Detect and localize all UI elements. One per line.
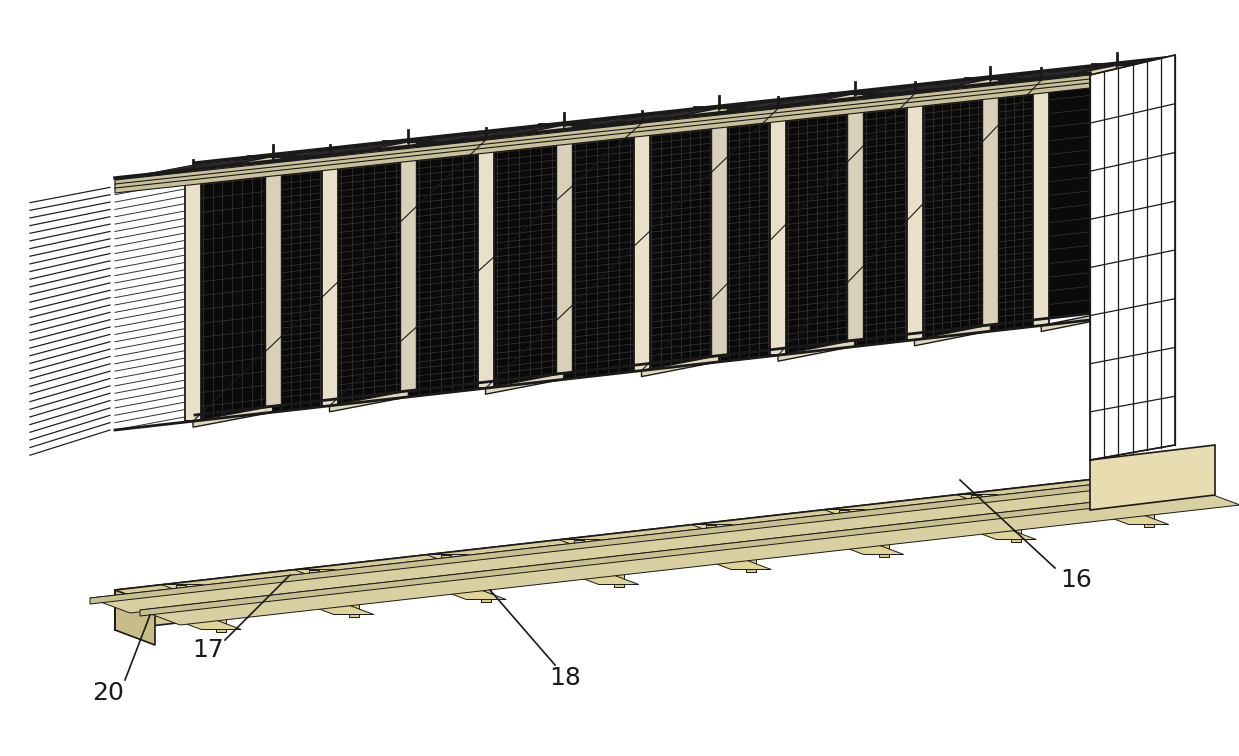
Polygon shape	[907, 94, 923, 339]
Polygon shape	[1104, 479, 1114, 512]
Polygon shape	[711, 108, 727, 355]
Polygon shape	[1090, 55, 1175, 460]
Polygon shape	[1033, 80, 1049, 326]
Polygon shape	[846, 94, 862, 340]
Polygon shape	[824, 540, 903, 554]
Polygon shape	[486, 123, 642, 388]
Polygon shape	[957, 494, 1036, 510]
Polygon shape	[330, 391, 409, 412]
Polygon shape	[778, 94, 855, 115]
Polygon shape	[746, 540, 756, 572]
Polygon shape	[486, 125, 564, 146]
Polygon shape	[441, 554, 451, 587]
Polygon shape	[90, 478, 1150, 604]
Polygon shape	[193, 157, 330, 421]
Polygon shape	[706, 525, 716, 556]
Text: 16: 16	[1061, 568, 1092, 592]
Polygon shape	[559, 540, 639, 554]
Polygon shape	[971, 494, 981, 526]
Polygon shape	[691, 554, 771, 569]
Polygon shape	[914, 79, 990, 100]
Polygon shape	[193, 406, 273, 427]
Polygon shape	[983, 79, 999, 325]
Polygon shape	[140, 490, 1239, 625]
Polygon shape	[309, 569, 318, 602]
Polygon shape	[990, 65, 1116, 325]
Polygon shape	[161, 584, 242, 600]
Polygon shape	[1089, 510, 1168, 525]
Polygon shape	[115, 83, 1090, 193]
Polygon shape	[1109, 65, 1125, 311]
Polygon shape	[1090, 445, 1215, 510]
Polygon shape	[957, 525, 1036, 540]
Polygon shape	[633, 123, 649, 370]
Polygon shape	[115, 79, 1090, 189]
Polygon shape	[613, 554, 623, 587]
Polygon shape	[185, 172, 201, 421]
Polygon shape	[1144, 494, 1154, 526]
Polygon shape	[855, 79, 990, 340]
Polygon shape	[217, 600, 227, 631]
Polygon shape	[115, 470, 1175, 630]
Polygon shape	[140, 490, 1201, 616]
Polygon shape	[265, 156, 280, 406]
Polygon shape	[1041, 311, 1116, 331]
Polygon shape	[486, 373, 564, 394]
Polygon shape	[115, 470, 1215, 605]
Polygon shape	[348, 584, 359, 616]
Polygon shape	[574, 540, 584, 572]
Polygon shape	[294, 600, 374, 615]
Polygon shape	[564, 108, 719, 373]
Polygon shape	[115, 60, 1165, 180]
Text: 17: 17	[192, 638, 224, 662]
Polygon shape	[555, 125, 571, 373]
Polygon shape	[1041, 65, 1116, 86]
Polygon shape	[426, 584, 507, 600]
Polygon shape	[642, 109, 778, 370]
Polygon shape	[90, 478, 1189, 613]
Polygon shape	[778, 94, 914, 355]
Polygon shape	[878, 525, 888, 556]
Polygon shape	[778, 340, 855, 361]
Polygon shape	[914, 80, 1041, 339]
Polygon shape	[642, 108, 719, 129]
Polygon shape	[559, 569, 639, 584]
Polygon shape	[642, 355, 719, 376]
Polygon shape	[321, 157, 337, 406]
Polygon shape	[426, 554, 507, 569]
Polygon shape	[115, 75, 1090, 185]
Polygon shape	[330, 142, 409, 163]
Polygon shape	[294, 569, 374, 584]
Polygon shape	[161, 615, 242, 630]
Polygon shape	[330, 140, 486, 406]
Text: 18: 18	[549, 666, 581, 690]
Polygon shape	[115, 590, 155, 645]
Polygon shape	[273, 142, 409, 406]
Polygon shape	[176, 584, 186, 616]
Polygon shape	[914, 325, 990, 345]
Polygon shape	[409, 125, 564, 391]
Polygon shape	[400, 142, 416, 391]
Polygon shape	[1011, 510, 1021, 541]
Text: 20: 20	[92, 681, 124, 705]
Polygon shape	[691, 525, 771, 540]
Polygon shape	[477, 140, 493, 388]
Polygon shape	[769, 109, 786, 355]
Polygon shape	[839, 510, 849, 541]
Polygon shape	[719, 94, 855, 355]
Polygon shape	[481, 569, 491, 602]
Polygon shape	[824, 510, 903, 525]
Polygon shape	[1089, 479, 1168, 494]
Polygon shape	[193, 156, 273, 178]
